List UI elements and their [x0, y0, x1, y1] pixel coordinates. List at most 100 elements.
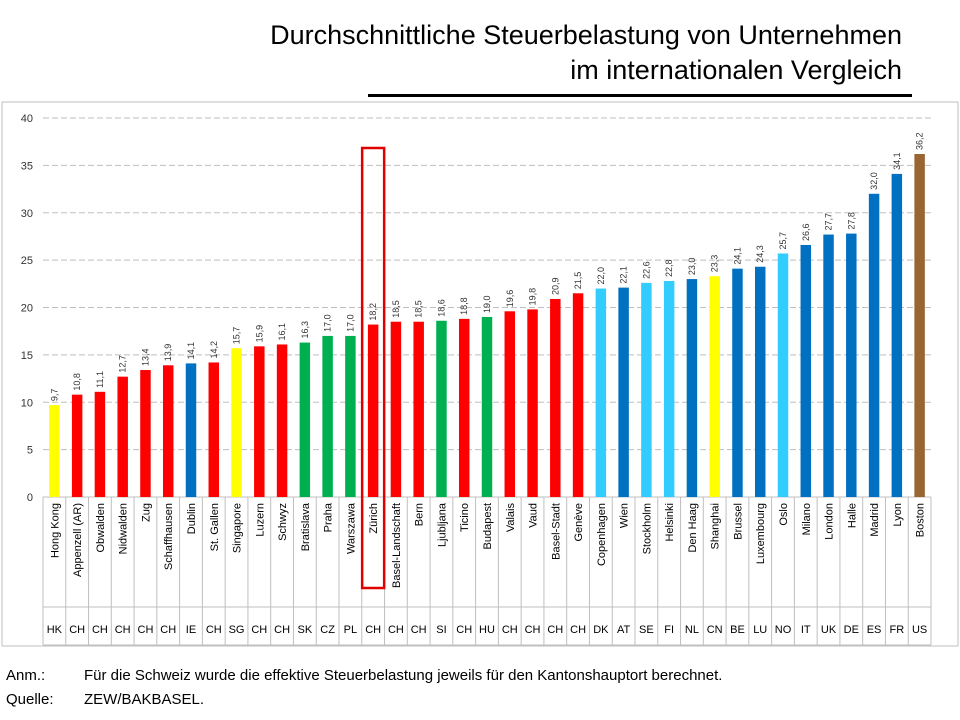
bar: [71, 394, 83, 497]
country-code-label: CN: [707, 624, 723, 636]
country-code-label: CH: [138, 624, 154, 636]
country-code-label: CH: [525, 624, 541, 636]
data-label: 18,8: [459, 297, 469, 315]
bar: [481, 316, 493, 497]
bar: [367, 324, 379, 497]
data-label: 27,7: [824, 213, 834, 231]
bar: [117, 376, 128, 497]
category-label: Basel-Landschaft: [391, 503, 403, 588]
bar: [914, 154, 925, 497]
y-tick-label: 40: [21, 113, 33, 125]
chart-title: Durchschnittliche Steuerbelastung von Un…: [102, 18, 902, 88]
data-label: 18,6: [436, 299, 446, 317]
category-label: Schaffhausen: [163, 503, 175, 570]
data-label: 15,7: [232, 327, 242, 345]
category-label: Brussel: [732, 503, 744, 540]
country-code-label: CH: [206, 624, 222, 636]
bar: [49, 405, 60, 497]
category-label: Zug: [140, 503, 152, 522]
country-code-label: CH: [274, 624, 290, 636]
data-label: 23,0: [687, 258, 697, 276]
data-label: 14,1: [186, 342, 196, 360]
data-label: 22,0: [596, 267, 606, 285]
country-code-label: CH: [547, 624, 563, 636]
bar: [276, 344, 288, 497]
bar: [572, 293, 584, 497]
country-code-label: NL: [685, 624, 699, 636]
category-label: Luzern: [254, 503, 266, 537]
country-code-label: CH: [502, 624, 518, 636]
note-text: Für die Schweiz wurde die effektive Steu…: [84, 667, 723, 684]
country-code-label: CH: [115, 624, 131, 636]
country-code-label: UK: [821, 624, 837, 636]
data-label: 13,4: [140, 349, 150, 367]
data-label: 32,0: [869, 172, 879, 190]
category-label: Oslo: [778, 503, 790, 526]
country-code-label: CH: [69, 624, 85, 636]
country-code-label: CH: [388, 624, 404, 636]
data-label: 14,2: [209, 341, 219, 359]
country-code-label: BE: [730, 624, 745, 636]
data-label: 22,8: [664, 259, 674, 277]
category-label: Milano: [801, 503, 813, 535]
bar: [732, 268, 743, 497]
bar: [458, 318, 470, 497]
data-label: 15,9: [254, 325, 264, 343]
title-line-2: im internationalen Vergleich: [570, 55, 902, 85]
bar: [527, 309, 538, 497]
category-label: Appenzell (AR): [72, 503, 84, 577]
y-tick-label: 35: [21, 160, 33, 172]
country-code-label: IE: [186, 624, 196, 636]
category-label: Den Haag: [687, 503, 699, 553]
data-label: 18,5: [414, 300, 424, 318]
category-label: Zürich: [368, 503, 380, 534]
bar: [231, 348, 242, 497]
category-label: Genève: [573, 503, 585, 542]
category-label: Shanghai: [710, 503, 722, 550]
data-label: 18,2: [368, 303, 378, 321]
bar: [94, 391, 106, 497]
country-code-label: HK: [47, 624, 63, 636]
country-code-label: FI: [664, 624, 674, 636]
bar: [595, 288, 607, 497]
country-code-label: NO: [775, 624, 792, 636]
data-label: 21,5: [573, 272, 583, 290]
bar: [140, 370, 151, 497]
y-tick-label: 10: [21, 397, 33, 409]
bar: [185, 363, 197, 497]
category-label: London: [824, 503, 836, 540]
chart-notes: Anm.: Für die Schweiz wurde die effektiv…: [6, 664, 722, 712]
title-underline: [368, 94, 912, 97]
bar: [823, 234, 834, 498]
data-label: 17,0: [323, 314, 333, 332]
bar: [891, 173, 903, 497]
category-label: Bern: [414, 503, 426, 526]
country-code-label: PL: [344, 624, 357, 636]
category-label: Schwyz: [277, 503, 289, 541]
bar: [709, 276, 720, 497]
category-label: Hong Kong: [49, 503, 61, 558]
data-label: 16,3: [300, 321, 310, 339]
country-code-label: DK: [593, 624, 609, 636]
country-code-label: AT: [617, 624, 631, 636]
bar: [345, 335, 356, 497]
category-label: St. Gallen: [209, 503, 221, 551]
category-label: Luxembourg: [755, 503, 767, 564]
country-code-label: CH: [570, 624, 586, 636]
category-label: Lyon: [892, 503, 904, 526]
bar: [550, 298, 561, 497]
y-tick-label: 30: [21, 208, 33, 220]
data-label: 19,8: [528, 288, 538, 306]
data-label: 19,6: [505, 290, 515, 308]
category-label: Warszawa: [345, 502, 357, 554]
y-tick-label: 25: [21, 255, 33, 267]
data-label: 26,6: [801, 223, 811, 241]
bar-chart: 0 5 10 15 20 25 30 35 40 9,7 Hong Kong HK 10,8 Appenz…: [1, 101, 959, 647]
data-label: 25,7: [778, 232, 788, 250]
country-code-label: HU: [479, 624, 495, 636]
country-code-label: SG: [229, 624, 245, 636]
country-code-label: CH: [160, 624, 176, 636]
category-label: Halle: [846, 503, 858, 528]
country-code-label: US: [912, 624, 927, 636]
category-label: Singapore: [232, 503, 244, 553]
